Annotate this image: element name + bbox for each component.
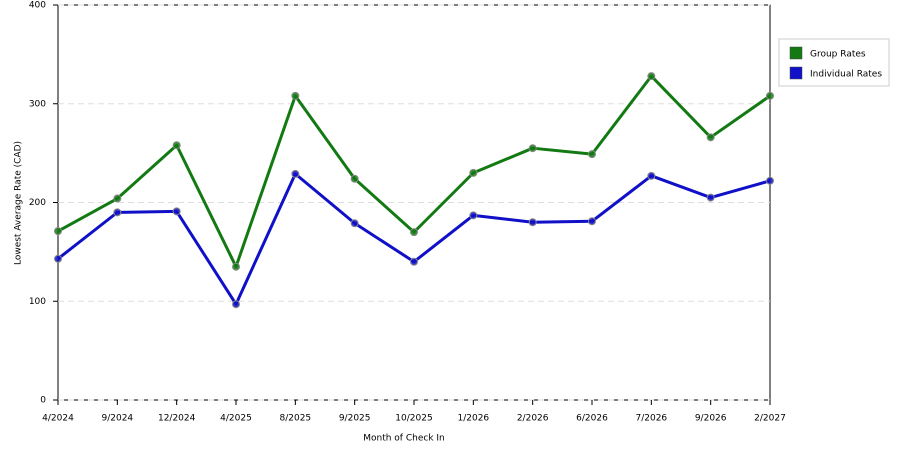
- x-tick-label: 12/2024: [158, 414, 196, 424]
- data-point: [350, 174, 359, 183]
- y-tick-label: 0: [40, 396, 46, 406]
- x-tick-label: 2/2026: [517, 414, 549, 424]
- x-tick-label: 4/2025: [220, 414, 252, 424]
- data-point: [232, 300, 240, 309]
- x-tick-label: 9/2025: [339, 414, 371, 424]
- legend-label: Group Rates: [810, 50, 866, 60]
- data-point: [54, 227, 62, 236]
- x-tick-label: 7/2026: [635, 414, 667, 424]
- x-tick-label: 9/2026: [695, 414, 727, 424]
- legend-swatch: [789, 46, 803, 60]
- data-point: [706, 193, 715, 202]
- y-tick-label: 100: [29, 297, 46, 307]
- data-point: [647, 72, 656, 81]
- data-point: [410, 257, 418, 266]
- data-point: [528, 218, 537, 227]
- x-axis-title: Month of Check In: [363, 434, 445, 444]
- data-point: [172, 141, 181, 150]
- legend-label: Individual Rates: [810, 70, 882, 80]
- data-point: [410, 228, 418, 237]
- data-point: [291, 91, 300, 100]
- data-point: [766, 91, 774, 100]
- x-tick-label: 4/2024: [42, 414, 74, 424]
- legend-swatch: [789, 66, 803, 80]
- data-point: [469, 211, 478, 220]
- data-point: [766, 176, 774, 185]
- data-point: [291, 169, 300, 178]
- data-point: [54, 254, 62, 263]
- x-tick-label: 8/2025: [279, 414, 311, 424]
- data-point: [469, 168, 478, 177]
- data-point: [588, 150, 596, 159]
- y-tick-label: 300: [29, 99, 46, 109]
- x-tick-label: 1/2026: [457, 414, 489, 424]
- y-axis-title: Lowest Average Rate (CAD): [14, 141, 24, 265]
- x-tick-label: 2/2027: [754, 414, 786, 424]
- data-point: [113, 208, 122, 217]
- x-tick-label: 10/2025: [395, 414, 432, 424]
- data-point: [528, 144, 537, 153]
- data-point: [647, 171, 656, 180]
- x-tick-label: 9/2024: [101, 414, 133, 424]
- x-tick-label: 6/2026: [576, 414, 608, 424]
- data-point: [113, 194, 122, 203]
- y-tick-label: 400: [29, 1, 46, 11]
- data-point: [350, 219, 359, 228]
- series-line: [57, 74, 771, 269]
- data-point: [232, 262, 240, 271]
- series-line: [57, 172, 771, 306]
- data-point: [706, 133, 715, 142]
- y-tick-label: 200: [29, 198, 46, 208]
- data-point: [588, 217, 596, 226]
- data-point: [172, 207, 181, 216]
